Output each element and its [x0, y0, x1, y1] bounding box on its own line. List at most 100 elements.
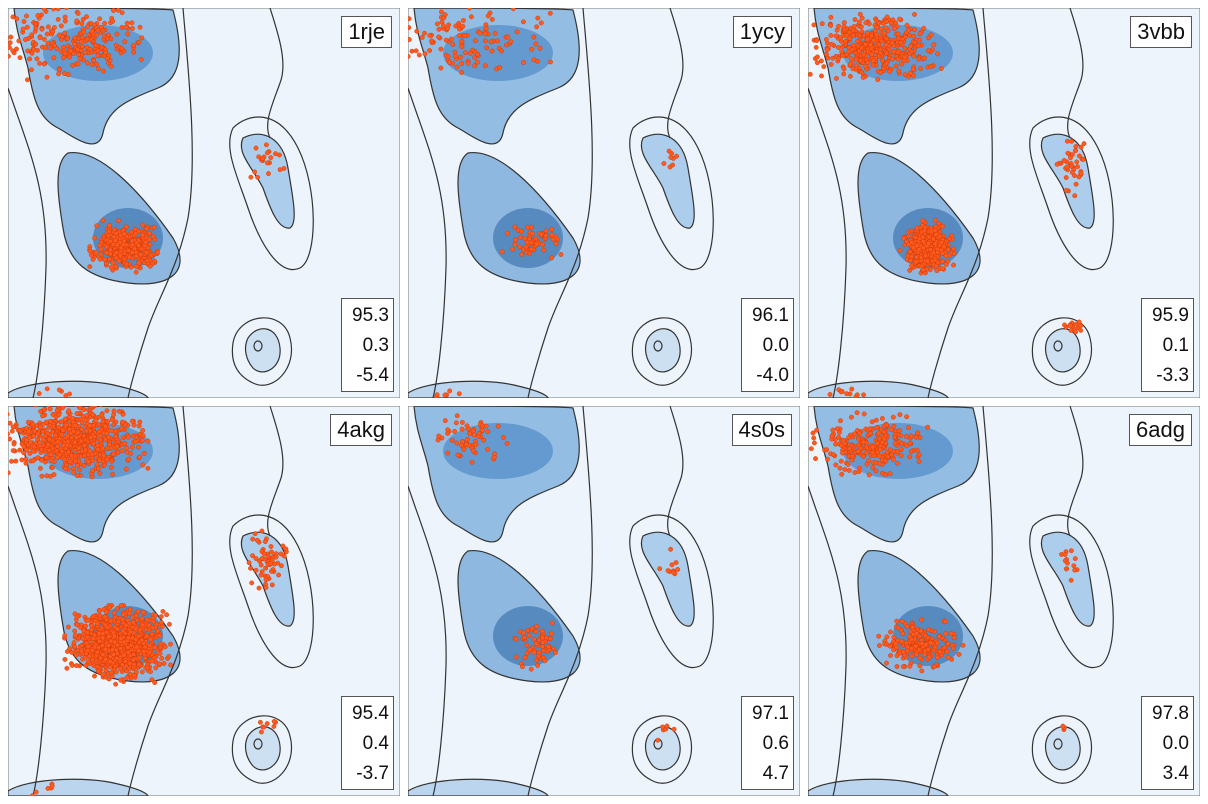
stat-favored: 97.8: [1152, 703, 1189, 724]
contour-line: [231, 317, 293, 386]
data-point-alpha: [907, 249, 913, 255]
data-point-beta: [64, 433, 70, 439]
data-point-gamma: [257, 719, 263, 725]
data-point-left-alpha: [264, 160, 270, 166]
data-point-beta: [442, 12, 448, 18]
data-point-beta: [876, 42, 882, 47]
data-point-alpha: [519, 228, 525, 234]
data-point-alpha: [553, 241, 559, 247]
data-point-bottom: [33, 789, 39, 795]
data-point-alpha: [540, 635, 545, 641]
data-point-alpha: [131, 673, 137, 678]
data-point-left-alpha: [252, 531, 258, 537]
data-point-alpha: [933, 217, 939, 223]
data-point-alpha: [113, 263, 119, 269]
data-point-beta: [68, 48, 74, 54]
data-point-beta: [130, 26, 135, 31]
data-point-left-alpha: [258, 562, 264, 568]
data-point-alpha: [91, 613, 96, 619]
data-point-beta: [97, 458, 102, 463]
data-point-beta: [921, 25, 927, 31]
data-point-beta: [8, 53, 11, 59]
data-point-beta: [878, 447, 883, 452]
data-point-alpha: [136, 242, 142, 248]
data-point-beta: [890, 457, 896, 462]
data-point-alpha: [930, 236, 936, 242]
data-point-alpha: [128, 629, 134, 635]
data-point-beta: [918, 66, 924, 71]
data-point-beta: [71, 466, 76, 472]
data-point-beta: [814, 38, 820, 43]
data-point-alpha: [917, 633, 923, 639]
data-point-left-alpha: [1072, 148, 1078, 154]
data-point-beta: [41, 61, 47, 67]
data-point-beta: [93, 417, 99, 423]
data-point-beta: [897, 16, 903, 22]
data-point-left-alpha: [665, 568, 671, 574]
stat-favored: 97.1: [752, 703, 789, 724]
data-point-left-alpha: [283, 546, 289, 552]
data-point-alpha: [529, 224, 534, 230]
data-point-left-alpha: [1063, 566, 1069, 572]
data-point-beta: [535, 58, 540, 64]
data-point-beta: [847, 29, 852, 35]
data-point-beta: [548, 59, 553, 65]
data-point-beta: [137, 454, 143, 460]
data-point-beta: [90, 468, 96, 474]
data-point-beta: [459, 70, 464, 75]
data-point-beta: [95, 443, 101, 448]
data-point-gamma: [655, 737, 661, 743]
data-point-beta: [102, 462, 107, 468]
data-point-beta: [35, 455, 41, 461]
data-point-alpha: [78, 648, 84, 654]
data-point-gamma: [1078, 327, 1084, 333]
data-point-alpha: [114, 242, 120, 248]
data-point-beta: [103, 436, 108, 442]
data-point-alpha: [85, 643, 91, 649]
data-point-beta: [883, 42, 889, 48]
data-point-alpha: [126, 635, 131, 641]
data-point-left-alpha: [254, 537, 260, 543]
data-point-beta: [890, 17, 896, 23]
data-point-beta: [859, 24, 864, 30]
data-point-beta: [878, 50, 883, 56]
panel-title: 1ycy: [732, 16, 792, 48]
data-point-alpha: [88, 627, 94, 633]
data-point-alpha: [554, 236, 560, 242]
data-point-alpha: [125, 645, 131, 650]
data-point-beta: [926, 48, 931, 54]
data-point-alpha: [913, 259, 919, 265]
data-point-alpha: [899, 638, 905, 644]
data-point-beta: [484, 45, 490, 51]
data-point-alpha: [558, 252, 564, 257]
data-point-beta: [454, 440, 460, 446]
data-point-left-alpha: [277, 167, 283, 173]
data-point-beta: [8, 45, 12, 50]
data-point-beta: [455, 452, 461, 458]
data-point-beta: [119, 10, 125, 16]
data-point-beta: [45, 441, 51, 447]
data-point-left-alpha: [1073, 181, 1079, 187]
data-point-beta: [808, 71, 813, 77]
data-point-alpha: [123, 658, 128, 664]
contour-gamma: [644, 328, 681, 373]
data-point-alpha: [85, 659, 91, 665]
data-point-beta: [37, 35, 43, 41]
data-point-left-alpha: [1065, 150, 1071, 156]
data-point-beta: [102, 20, 108, 26]
data-point-alpha: [66, 624, 71, 630]
data-point-beta: [846, 468, 852, 473]
data-point-beta: [860, 75, 866, 80]
data-point-beta: [891, 423, 897, 429]
data-point-beta: [861, 454, 866, 459]
data-point-alpha: [103, 646, 108, 652]
data-point-beta: [51, 8, 56, 12]
data-point-beta: [841, 71, 847, 77]
data-point-alpha: [136, 655, 142, 661]
data-point-alpha: [149, 631, 155, 637]
data-point-beta: [852, 470, 858, 475]
data-point-beta: [75, 46, 81, 52]
data-point-alpha: [140, 222, 146, 228]
data-point-left-alpha: [268, 560, 273, 566]
data-point-beta: [856, 48, 862, 54]
